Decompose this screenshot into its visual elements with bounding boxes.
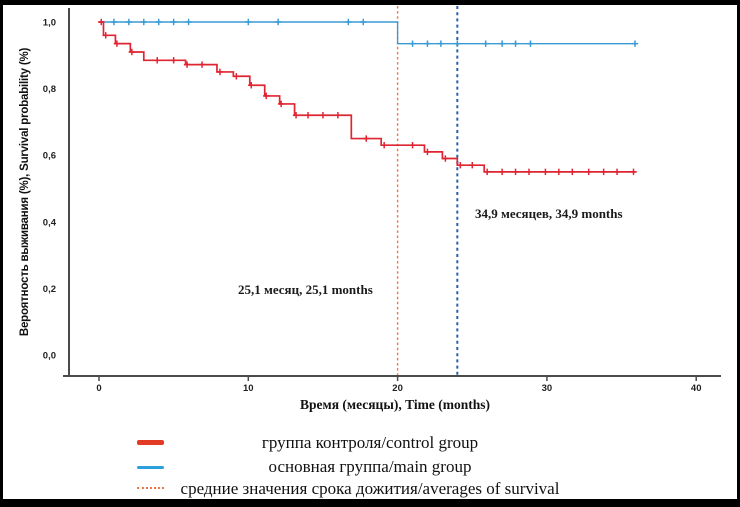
main-group-curve [99, 21, 637, 45]
mean-survival-annotation-main: 34,9 месяцев, 34,9 months [475, 206, 623, 221]
x-tick-label: 30 [542, 383, 553, 394]
y-tick-label: 0,2 [43, 284, 56, 295]
frame-border-left [0, 0, 3, 507]
x-tick-label: 20 [392, 383, 403, 394]
frame-border-bottom [0, 499, 740, 507]
kaplan-meier-chart: 0 10 20 30 40 1,0 0,8 0,6 0,4 0,2 0,0 [43, 6, 721, 394]
x-tick-label: 40 [691, 383, 702, 394]
mean-survival-dotted-swatch [137, 487, 164, 489]
y-axis-label: Вероятность выживания (%), Survival prob… [19, 47, 31, 337]
legend-label-mean-survival: средние значения срока дожития/averages … [180, 479, 560, 498]
control-group-curve [99, 21, 637, 173]
mean-survival-annotation-control: 25,1 месяц, 25,1 months [238, 282, 373, 297]
frame-border-top [0, 0, 740, 5]
control-group-line-swatch [137, 440, 164, 445]
x-tick-label: 0 [96, 383, 101, 394]
legend-item-mean-survival: средние значения срока дожития/averages … [0, 479, 740, 499]
y-tick-label: 1,0 [43, 18, 56, 29]
y-tick-label: 0,4 [43, 217, 57, 228]
y-tick-label: 0,0 [43, 351, 56, 362]
x-axis-label: Время (месяцы), Time (months) [300, 397, 490, 412]
main-group-line-swatch [137, 466, 164, 469]
legend-label-control-group: группа контроля/control group [261, 433, 479, 452]
x-tick-label: 10 [243, 383, 254, 394]
legend-item-control-group: группа контроля/control group [0, 433, 740, 453]
y-tick-label: 0,8 [43, 84, 56, 95]
y-tick-label: 0,6 [43, 151, 56, 162]
legend-item-main-group: основная группа/main group [0, 457, 740, 477]
frame-border-right [737, 0, 740, 507]
legend-label-main-group: основная группа/main group [268, 457, 472, 476]
